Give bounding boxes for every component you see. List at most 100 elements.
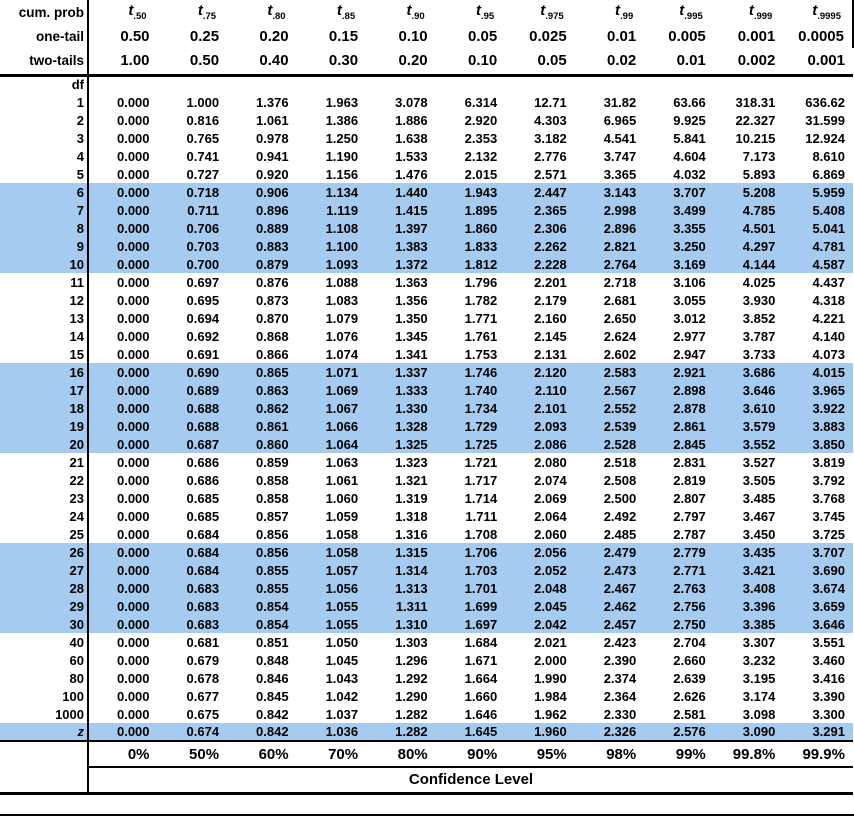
t-value-cell: 1.711 (465, 508, 498, 524)
t-value-cell: 1.397 (366, 219, 436, 237)
t-value-cell: 0.683 (157, 579, 228, 597)
bottom-edge-line (0, 813, 854, 816)
t-value-cell: 1.706 (435, 543, 506, 561)
table-row: 24 0.000 0.685 0.857 1.059 1.318 1.711 2.064 2.4… (0, 507, 853, 525)
t-value-cell: 0.000 (116, 706, 150, 722)
t-value-cell: 4.541 (603, 130, 637, 146)
t-value-cell: 0.865 (227, 363, 297, 381)
t-value-cell: 0.000 (116, 310, 150, 326)
t-value-cell: 1.100 (296, 237, 367, 255)
t-value-cell: 9.925 (673, 112, 706, 128)
t-value-cell: 4.587 (783, 255, 853, 273)
t-value-cell: 0.000 (88, 579, 158, 597)
t-value-cell: 1.134 (296, 183, 367, 201)
t-value-cell: 1.290 (395, 688, 428, 704)
t-symbol: t (615, 2, 621, 19)
t-value-cell: 1.292 (395, 670, 428, 686)
t-value-cell: 3.078 (395, 94, 428, 110)
t-value-cell: 2.797 (673, 508, 706, 524)
t-value-cell: 0.000 (88, 237, 158, 255)
t-value-cell: 2.861 (644, 417, 714, 435)
t-value-cell: 0.000 (88, 417, 158, 435)
table-row: 80 0.000 0.678 0.846 1.043 1.292 1.664 1.990 2.3… (0, 669, 853, 687)
t-column-header: t.80 (227, 0, 297, 24)
t-value-cell: 0.000 (88, 615, 158, 633)
t-value-cell: 3.182 (534, 130, 567, 146)
t-value-cell: 2.467 (574, 579, 645, 597)
t-value-cell: 2.624 (603, 328, 637, 344)
t-value-cell: 1.345 (395, 328, 428, 344)
df-value: 7 (0, 201, 89, 219)
t-value-cell: 2.080 (534, 454, 567, 470)
t-value-cell: 3.460 (812, 652, 845, 668)
t-value-cell: 1.067 (296, 399, 367, 417)
table-row: 27 0.000 0.684 0.855 1.057 1.314 1.703 2.052 2.4… (0, 561, 853, 579)
t-value-cell: 2.042 (505, 615, 575, 633)
t-value-cell: 1.282 (395, 706, 428, 722)
t-symbol: t (679, 2, 685, 19)
t-value-cell: 22.327 (735, 112, 776, 128)
t-value-cell: 0.000 (88, 543, 158, 561)
t-value-cell: 1.055 (296, 597, 367, 615)
df-header-empty (88, 75, 853, 93)
t-value-cell: 1.043 (325, 670, 359, 686)
t-value-cell: 0.879 (227, 255, 297, 273)
table-row: 7 0.000 0.711 0.896 1.119 1.415 1.895 2.365 2.99… (0, 201, 853, 219)
t-value-cell: 3.674 (783, 579, 853, 597)
t-value-cell: 1.782 (464, 292, 498, 308)
header-row-two-tails: two-tails 1.00 0.50 0.40 0.30 0.20 0.10 0.05 0.… (0, 48, 853, 77)
t-value-cell: 1.321 (395, 472, 428, 488)
two-tails-value: 0.20 (366, 48, 436, 77)
t-value-cell: 4.437 (812, 274, 845, 290)
t-subscript: .99 (620, 11, 634, 22)
t-value-cell: 2.764 (574, 255, 645, 273)
t-value-cell: 1.962 (534, 706, 567, 722)
t-value-cell: 3.396 (713, 597, 784, 615)
df-value: 28 (0, 579, 89, 597)
t-value-cell: 0.920 (256, 166, 289, 182)
t-value-cell: 12.71 (534, 94, 567, 110)
one-tail-value: 0.025 (529, 27, 567, 45)
t-value-cell: 3.421 (713, 561, 784, 579)
confidence-percent: 95% (505, 741, 575, 768)
t-value-cell: 0.000 (88, 723, 158, 742)
t-subscript: .90 (411, 11, 425, 22)
t-value-cell: 3.733 (742, 346, 776, 362)
t-value-cell: 1.314 (366, 561, 436, 579)
table-row: 40 0.000 0.681 0.851 1.050 1.303 1.684 2.021 2.4… (0, 633, 853, 651)
t-value-cell: 2.576 (644, 723, 714, 742)
t-value-cell: 0.000 (116, 112, 150, 128)
t-value-cell: 1.333 (366, 381, 436, 399)
t-value-cell: 0.842 (256, 706, 289, 722)
t-value-cell: 2.021 (534, 634, 567, 650)
t-value-cell: 2.756 (644, 597, 714, 615)
t-value-cell: 0.683 (157, 615, 228, 633)
df-value: 100 (0, 687, 89, 705)
t-value-cell: 2.056 (505, 543, 575, 561)
t-value-cell: 1.323 (395, 454, 428, 470)
t-value-cell: 2.528 (574, 435, 645, 453)
t-value-cell: 2.447 (505, 183, 575, 201)
t-value-cell: 1.721 (464, 454, 498, 470)
t-value-cell: 1.036 (296, 723, 367, 742)
t-value-cell: 2.947 (673, 346, 706, 362)
confidence-row-spacer (0, 741, 89, 767)
t-value-cell: 0.000 (88, 183, 158, 201)
t-value-cell: 2.457 (574, 615, 645, 633)
t-value-cell: 4.032 (673, 166, 706, 182)
t-value-cell: 6.314 (464, 94, 498, 110)
t-value-cell: 1.076 (325, 328, 359, 344)
t-value-cell: 1.796 (464, 274, 498, 290)
t-value-cell: 2.262 (505, 237, 575, 255)
t-value-cell: 0.000 (116, 454, 150, 470)
t-value-cell: 1.697 (435, 615, 506, 633)
t-value-cell: 0.978 (256, 130, 289, 146)
t-value-cell: 2.110 (505, 381, 575, 399)
t-value-cell: 3.707 (783, 543, 853, 561)
df-label: df (0, 75, 89, 93)
t-value-cell: 0.690 (157, 363, 228, 381)
df-value: 11 (0, 273, 89, 291)
t-value-cell: 1.058 (296, 543, 367, 561)
t-value-cell: 1.684 (464, 634, 498, 650)
t-value-cell: 1.415 (366, 201, 436, 219)
